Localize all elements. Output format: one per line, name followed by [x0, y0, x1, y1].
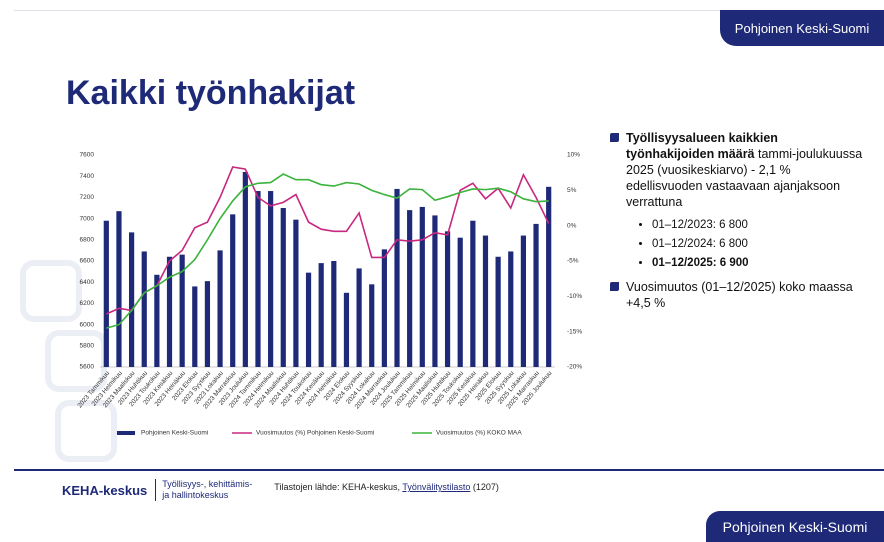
y-tick-label: 7400 — [80, 173, 95, 180]
legend-swatch — [117, 431, 135, 435]
org-name: Työllisyys-, kehittämis-ja hallintokesku… — [155, 479, 252, 501]
sub-bullet: 01–12/2025: 6 900 — [652, 254, 865, 273]
bar — [457, 237, 463, 367]
bullet: Työllisyysalueen kaikkien työnhakijoiden… — [610, 130, 865, 210]
bar — [331, 261, 337, 367]
legend-label: Pohjoinen Keski-Suomi — [141, 430, 208, 437]
bar — [546, 186, 552, 367]
bar — [166, 256, 173, 367]
logo: KEHA-keskus — [62, 483, 148, 498]
bar — [128, 232, 135, 367]
sub-list: 01–12/2023: 6 800 01–12/2024: 6 800 01–1… — [610, 216, 865, 273]
y-tick-label: 6000 — [80, 321, 95, 328]
bar — [192, 286, 198, 367]
source-code: (1207) — [472, 482, 499, 492]
decoration — [55, 400, 117, 462]
bar — [268, 191, 274, 367]
source-text: Tilastojen lähde: KEHA-keskus, — [274, 482, 401, 492]
line — [105, 166, 550, 315]
footer: KEHA-keskus Työllisyys-, kehittämis-ja h… — [62, 479, 499, 501]
bullet-text: tammi-joulukuussa 2025 (vuosikeskiarvo) … — [626, 147, 863, 209]
bar — [154, 274, 160, 367]
y-tick-label: 6200 — [80, 300, 95, 307]
bar — [520, 235, 527, 367]
bar — [508, 251, 514, 367]
bar — [432, 215, 438, 367]
bar — [204, 281, 211, 367]
y2-tick-label: 5% — [567, 187, 577, 194]
bullet: Vuosimuutos (01–12/2025) koko maassa +4,… — [610, 279, 865, 311]
bar — [242, 171, 248, 367]
y-tick-label: 6600 — [80, 258, 95, 265]
source: Tilastojen lähde: KEHA-keskus, Työnvälit… — [274, 482, 499, 492]
bar — [394, 188, 400, 367]
y2-tick-label: -15% — [567, 328, 582, 335]
text-panel: Työllisyysalueen kaikkien työnhakijoiden… — [610, 130, 865, 317]
top-line — [14, 10, 720, 11]
bar — [470, 220, 476, 367]
footer-line — [14, 469, 884, 471]
legend-label: Vuosimuutos (%) KOKO MAA — [436, 430, 522, 437]
bar — [305, 272, 312, 367]
bar — [444, 231, 451, 367]
y-tick-label: 7600 — [80, 152, 95, 159]
bar — [482, 235, 489, 367]
bar — [255, 191, 261, 367]
y2-tick-label: -20% — [567, 364, 582, 371]
bar — [419, 206, 425, 367]
source-link[interactable]: Työnvälitystilasto — [402, 482, 471, 492]
region-tab: Pohjoinen Keski-Suomi — [706, 511, 884, 542]
bar — [356, 268, 362, 367]
bar — [141, 251, 147, 367]
org-line: Työllisyys-, kehittämis- — [162, 479, 253, 489]
decoration — [20, 260, 82, 322]
bar — [179, 254, 185, 367]
bar — [230, 214, 236, 367]
y2-tick-label: -10% — [567, 293, 582, 300]
y-tick-label: 7000 — [80, 215, 95, 222]
bar — [217, 250, 223, 367]
region-tab: Pohjoinen Keski-Suomi — [720, 10, 884, 46]
slide-title: Kaikki työnhakijat — [66, 74, 356, 112]
y-tick-label: 6800 — [80, 237, 95, 244]
bar — [533, 223, 539, 367]
bar — [293, 219, 299, 367]
y2-tick-label: 0% — [567, 222, 577, 229]
bar — [318, 263, 324, 367]
legend-label: Vuosimuutos (%) Pohjoinen Keski-Suomi — [256, 430, 374, 437]
y-tick-label: 5600 — [80, 364, 95, 371]
bar — [495, 256, 501, 367]
bar — [280, 208, 286, 367]
y-tick-label: 6400 — [80, 279, 95, 286]
sub-bullet: 01–12/2024: 6 800 — [652, 235, 865, 254]
y-tick-label: 7200 — [80, 194, 95, 201]
bullet-bold: Työllisyysalueen kaikkien työnhakijoiden… — [626, 131, 778, 161]
y2-tick-label: 10% — [567, 152, 580, 159]
org-line: ja hallintokeskus — [162, 490, 229, 500]
bar — [343, 292, 350, 367]
bar — [116, 211, 122, 367]
y-tick-label: 5800 — [80, 343, 95, 350]
bar — [103, 220, 109, 367]
y2-tick-label: -5% — [567, 258, 579, 265]
chart: 5600 5800 6000 6200 6400 6600 6800 7000 7200 7400… — [76, 152, 582, 437]
bar — [407, 210, 413, 367]
bar — [369, 284, 375, 367]
line — [106, 173, 549, 329]
bar — [381, 249, 387, 367]
sub-bullet: 01–12/2023: 6 800 — [652, 216, 865, 235]
